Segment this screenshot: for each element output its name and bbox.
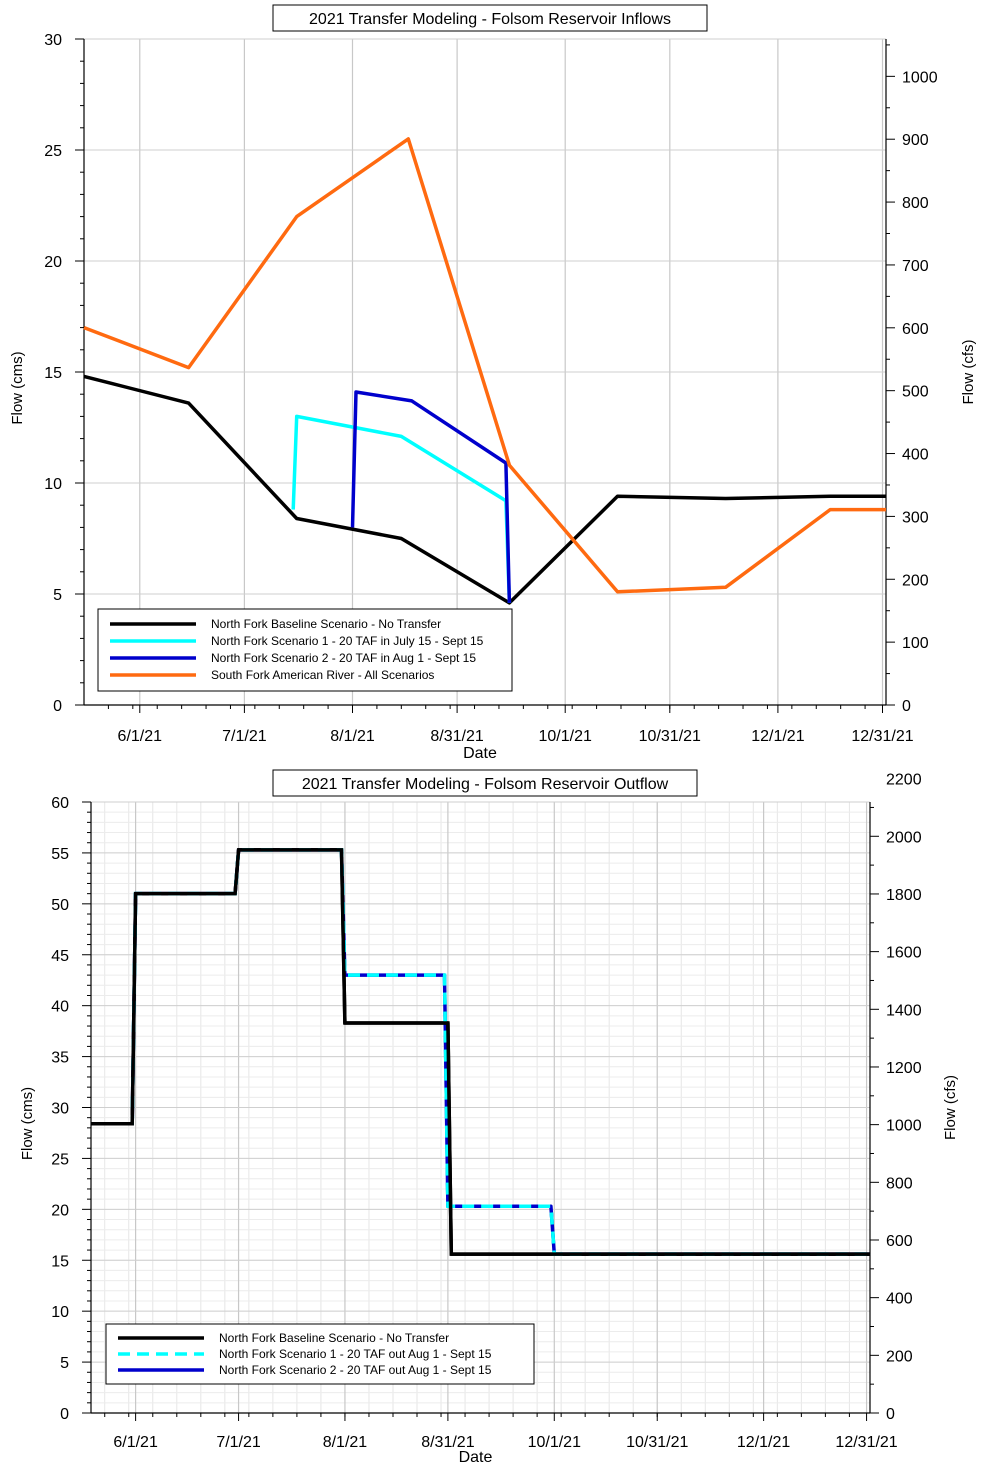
series-line-4 bbox=[84, 139, 886, 592]
title-text: 2021 Transfer Modeling - Folsom Reservoi… bbox=[309, 11, 671, 28]
legend-label: North Fork Scenario 1 - 20 TAF out Aug 1… bbox=[219, 1347, 492, 1361]
x-tick-label: 6/1/21 bbox=[113, 1434, 158, 1451]
y2-tick-label: 1400 bbox=[886, 1002, 922, 1019]
legend-label: North Fork Baseline Scenario - No Transf… bbox=[211, 617, 441, 631]
x-tick-label: 10/31/21 bbox=[639, 728, 701, 745]
y2-tick-label: 200 bbox=[886, 1348, 913, 1365]
y2-tick-label: 1200 bbox=[886, 1060, 922, 1077]
x-axis-label: Date bbox=[463, 745, 497, 762]
x-tick-label: 8/1/21 bbox=[323, 1434, 368, 1451]
x-tick-label: 7/1/21 bbox=[216, 1434, 261, 1451]
y-tick-label: 40 bbox=[51, 999, 69, 1016]
y-tick-label: 5 bbox=[53, 587, 62, 604]
y2-tick-label: 0 bbox=[886, 1406, 895, 1423]
x-tick-label: 6/1/21 bbox=[118, 728, 163, 745]
x-tick-label: 7/1/21 bbox=[222, 728, 267, 745]
y2-tick-label: 800 bbox=[902, 195, 929, 212]
y-axis-label: Flow (cms) bbox=[19, 1087, 36, 1160]
series-line-3 bbox=[353, 392, 510, 603]
y-tick-label: 60 bbox=[51, 795, 69, 812]
legend: North Fork Baseline Scenario - No Transf… bbox=[98, 609, 512, 691]
y-tick-label: 30 bbox=[51, 1101, 69, 1118]
y2-tick-label: 500 bbox=[902, 384, 929, 401]
chart-title: 2021 Transfer Modeling - Folsom Reservoi… bbox=[273, 770, 697, 796]
y-tick-label: 10 bbox=[44, 476, 62, 493]
x-tick-label: 10/1/21 bbox=[528, 1434, 581, 1451]
y2-tick-label: 100 bbox=[902, 635, 929, 652]
y2-tick-label: 2000 bbox=[886, 829, 922, 846]
x-tick-label: 10/1/21 bbox=[539, 728, 592, 745]
x-tick-label: 8/31/21 bbox=[430, 728, 483, 745]
y2-axis-label: Flow (cfs) bbox=[960, 340, 977, 405]
x-tick-label: 12/31/21 bbox=[851, 728, 913, 745]
y2-tick-label: 400 bbox=[902, 447, 929, 464]
y-tick-label: 10 bbox=[51, 1304, 69, 1321]
y2-tick-label: 800 bbox=[886, 1175, 913, 1192]
y2-axis-label: Flow (cfs) bbox=[942, 1075, 959, 1140]
legend-label: North Fork Scenario 2 - 20 TAF in Aug 1 … bbox=[211, 651, 476, 665]
y2-tick-label: 1000 bbox=[902, 69, 938, 86]
x-tick-label: 8/1/21 bbox=[330, 728, 375, 745]
y-tick-label: 5 bbox=[60, 1355, 69, 1372]
y2-tick-label: 1600 bbox=[886, 945, 922, 962]
title-text: 2021 Transfer Modeling - Folsom Reservoi… bbox=[302, 776, 669, 793]
y2-tick-label: 900 bbox=[902, 132, 929, 149]
y2-tick-label: 600 bbox=[902, 321, 929, 338]
y2-tick-label: 1000 bbox=[886, 1118, 922, 1135]
y2-tick-label: 700 bbox=[902, 258, 929, 275]
y-tick-label: 20 bbox=[51, 1202, 69, 1219]
y-axis-label: Flow (cms) bbox=[9, 351, 26, 424]
x-tick-label: 12/1/21 bbox=[737, 1434, 790, 1451]
y2-tick-label: 0 bbox=[902, 698, 911, 715]
x-axis-label: Date bbox=[459, 1449, 493, 1465]
y2-tick-label: 1800 bbox=[886, 887, 922, 904]
y-tick-label: 30 bbox=[44, 32, 62, 49]
y-tick-label: 15 bbox=[51, 1253, 69, 1270]
y2-tick-label: 400 bbox=[886, 1291, 913, 1308]
y-tick-label: 25 bbox=[44, 143, 62, 160]
y-tick-label: 20 bbox=[44, 254, 62, 271]
y2-tick-label: 2200 bbox=[886, 772, 922, 789]
legend: North Fork Baseline Scenario - No Transf… bbox=[106, 1324, 534, 1384]
y-tick-label: 0 bbox=[53, 698, 62, 715]
x-tick-label: 12/1/21 bbox=[751, 728, 804, 745]
y-tick-label: 25 bbox=[51, 1151, 69, 1168]
x-tick-label: 12/31/21 bbox=[835, 1434, 897, 1451]
y-tick-label: 45 bbox=[51, 948, 69, 965]
y-tick-label: 55 bbox=[51, 846, 69, 863]
y2-tick-label: 300 bbox=[902, 509, 929, 526]
chart-title: 2021 Transfer Modeling - Folsom Reservoi… bbox=[273, 5, 707, 31]
y2-tick-label: 600 bbox=[886, 1233, 913, 1250]
chart-1: 0510152025300100200300400500600700800900… bbox=[9, 5, 977, 762]
y-tick-label: 0 bbox=[60, 1406, 69, 1423]
legend-label: North Fork Baseline Scenario - No Transf… bbox=[219, 1331, 449, 1345]
y-tick-label: 35 bbox=[51, 1050, 69, 1067]
y-tick-label: 15 bbox=[44, 365, 62, 382]
chart-2: 0510152025303540455055600200400600800100… bbox=[19, 770, 959, 1465]
y2-tick-label: 200 bbox=[902, 572, 929, 589]
y-tick-label: 50 bbox=[51, 897, 69, 914]
legend-label: North Fork Scenario 1 - 20 TAF in July 1… bbox=[211, 634, 484, 648]
legend-label: North Fork Scenario 2 - 20 TAF out Aug 1… bbox=[219, 1363, 492, 1377]
legend-label: South Fork American River - All Scenario… bbox=[211, 668, 434, 682]
x-tick-label: 10/31/21 bbox=[626, 1434, 688, 1451]
